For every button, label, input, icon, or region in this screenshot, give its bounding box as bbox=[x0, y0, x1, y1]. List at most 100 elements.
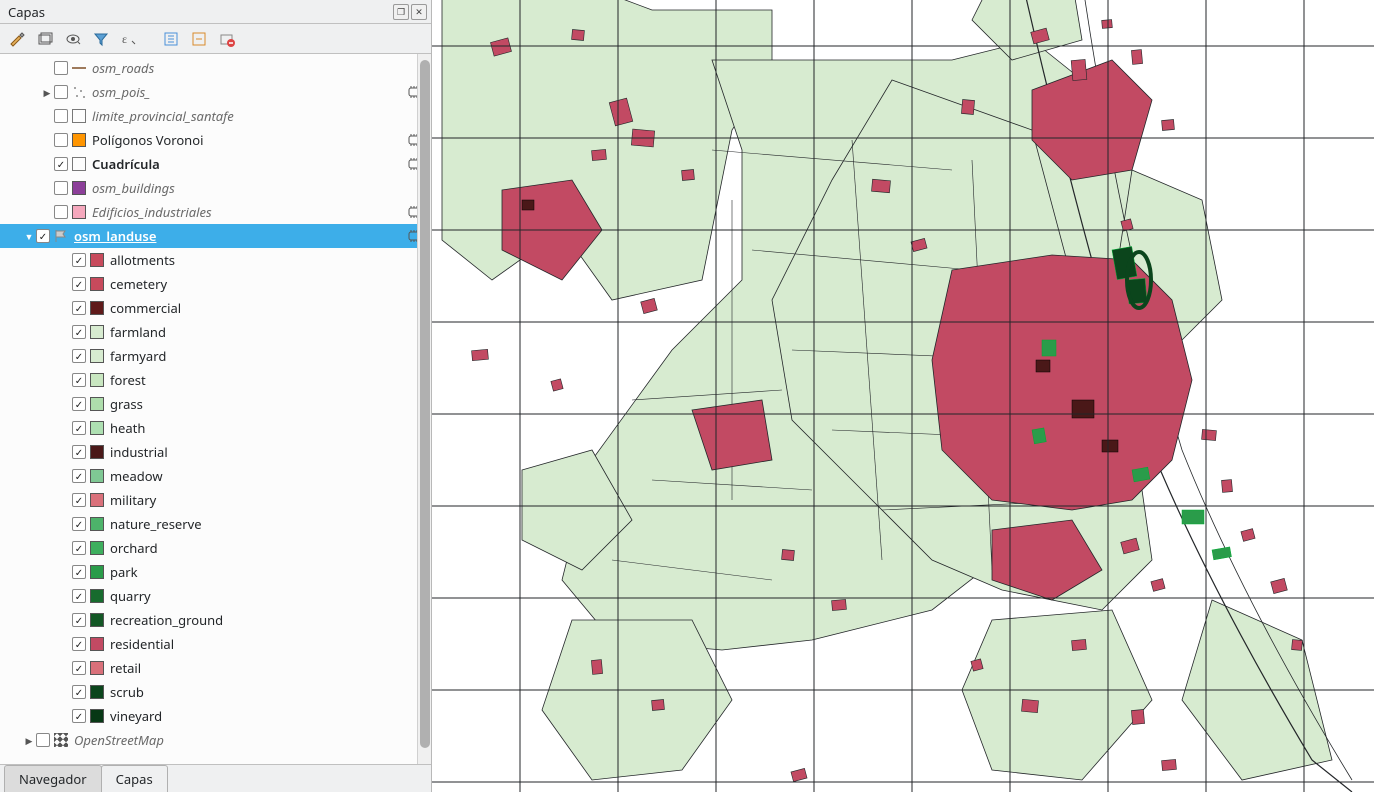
layer-row-farmyard[interactable]: ✓farmyard bbox=[0, 344, 431, 368]
expander-icon[interactable]: ▼ bbox=[22, 230, 36, 243]
layer-row-park[interactable]: ✓ park bbox=[0, 560, 431, 584]
layer-row-osm_landuse[interactable]: ▼✓osm_landuse bbox=[0, 224, 431, 248]
layer-row-cuadricula[interactable]: ✓Cuadrícula bbox=[0, 152, 431, 176]
scrollbar-track[interactable] bbox=[417, 54, 431, 764]
layer-tree-scroll[interactable]: osm_roads▶osm_pois_ limite_provincial_san… bbox=[0, 54, 431, 764]
layer-row-osm_roads[interactable]: osm_roads bbox=[0, 56, 431, 80]
layer-swatch bbox=[90, 685, 104, 699]
layer-swatch bbox=[90, 589, 104, 603]
layer-checkbox[interactable]: ✓ bbox=[72, 589, 86, 603]
filter-button[interactable] bbox=[90, 28, 112, 50]
layer-row-allotments[interactable]: ✓ allotments bbox=[0, 248, 431, 272]
layer-row-nature_reserve[interactable]: ✓nature_reserve bbox=[0, 512, 431, 536]
layer-checkbox[interactable]: ✓ bbox=[54, 157, 68, 171]
tab-layers[interactable]: Capas bbox=[101, 765, 168, 792]
layer-row-orchard[interactable]: ✓orchard bbox=[0, 536, 431, 560]
layer-row-cemetery[interactable]: ✓cemetery bbox=[0, 272, 431, 296]
layer-swatch bbox=[90, 253, 104, 267]
layer-row-openstreetmap[interactable]: ▶ OpenStreetMap bbox=[0, 728, 431, 752]
visibility-button[interactable] bbox=[62, 28, 84, 50]
expander-icon[interactable]: ▶ bbox=[22, 734, 36, 747]
layer-row-limite[interactable]: limite_provincial_santafe bbox=[0, 104, 431, 128]
layer-checkbox[interactable]: ✓ bbox=[72, 301, 86, 315]
layer-swatch bbox=[90, 325, 104, 339]
layer-checkbox[interactable]: ✓ bbox=[72, 517, 86, 531]
undock-icon[interactable]: ❐ bbox=[393, 4, 409, 20]
expand-all-button[interactable] bbox=[160, 28, 182, 50]
layer-checkbox[interactable]: ✓ bbox=[72, 373, 86, 387]
layer-label: allotments bbox=[110, 251, 425, 269]
scrollbar-thumb[interactable] bbox=[420, 60, 430, 748]
layer-label: park bbox=[110, 563, 425, 581]
layer-row-heath[interactable]: ✓ heath bbox=[0, 416, 431, 440]
layer-label: limite_provincial_santafe bbox=[92, 107, 425, 125]
layer-checkbox[interactable] bbox=[36, 733, 50, 747]
layer-row-recreation_ground[interactable]: ✓ recreation_ground bbox=[0, 608, 431, 632]
layers-panel: Capas ❐ ✕ ε osm_roads▶osm_pois_ limite_pr… bbox=[0, 0, 432, 792]
layer-label: OpenStreetMap bbox=[74, 731, 425, 749]
layer-checkbox[interactable]: ✓ bbox=[72, 277, 86, 291]
layer-row-military[interactable]: ✓military bbox=[0, 488, 431, 512]
layer-label: heath bbox=[110, 419, 425, 437]
layer-checkbox[interactable]: ✓ bbox=[72, 469, 86, 483]
layer-row-retail[interactable]: ✓retail bbox=[0, 656, 431, 680]
layer-checkbox[interactable] bbox=[54, 205, 68, 219]
layer-checkbox[interactable]: ✓ bbox=[72, 565, 86, 579]
layer-checkbox[interactable]: ✓ bbox=[72, 709, 86, 723]
layer-checkbox[interactable]: ✓ bbox=[72, 613, 86, 627]
layer-label: Edificios_industriales bbox=[92, 203, 403, 221]
layer-checkbox[interactable]: ✓ bbox=[72, 349, 86, 363]
layer-checkbox[interactable]: ✓ bbox=[72, 685, 86, 699]
layer-row-osm_pois[interactable]: ▶osm_pois_ bbox=[0, 80, 431, 104]
layer-checkbox[interactable]: ✓ bbox=[72, 325, 86, 339]
layer-checkbox[interactable] bbox=[54, 133, 68, 147]
layer-swatch bbox=[72, 181, 86, 195]
close-icon[interactable]: ✕ bbox=[411, 4, 427, 20]
expander-icon[interactable]: ▶ bbox=[40, 86, 54, 99]
expression-button[interactable]: ε bbox=[118, 28, 140, 50]
layer-row-forest[interactable]: ✓forest bbox=[0, 368, 431, 392]
layer-swatch bbox=[54, 229, 68, 243]
layer-checkbox[interactable] bbox=[54, 109, 68, 123]
add-group-button[interactable] bbox=[34, 28, 56, 50]
layer-row-vineyard[interactable]: ✓vineyard bbox=[0, 704, 431, 728]
layer-checkbox[interactable] bbox=[54, 181, 68, 195]
collapse-all-button[interactable] bbox=[188, 28, 210, 50]
layer-checkbox[interactable] bbox=[54, 85, 68, 99]
layer-row-osm_buildings[interactable]: osm_buildings bbox=[0, 176, 431, 200]
layer-checkbox[interactable]: ✓ bbox=[72, 445, 86, 459]
layer-label: recreation_ground bbox=[110, 611, 425, 629]
layer-checkbox[interactable]: ✓ bbox=[36, 229, 50, 243]
remove-layer-button[interactable] bbox=[216, 28, 238, 50]
layer-label: residential bbox=[110, 635, 425, 653]
layer-row-voronoi[interactable]: Polígonos Voronoi bbox=[0, 128, 431, 152]
layer-row-edificios[interactable]: Edificios_industriales bbox=[0, 200, 431, 224]
layer-row-farmland[interactable]: ✓farmland bbox=[0, 320, 431, 344]
layer-row-quarry[interactable]: ✓quarry bbox=[0, 584, 431, 608]
layer-row-commercial[interactable]: ✓commercial bbox=[0, 296, 431, 320]
layer-row-scrub[interactable]: ✓scrub bbox=[0, 680, 431, 704]
layer-swatch bbox=[54, 733, 68, 747]
layer-swatch bbox=[90, 541, 104, 555]
layer-swatch bbox=[90, 517, 104, 531]
layer-row-industrial[interactable]: ✓industrial bbox=[0, 440, 431, 464]
layer-checkbox[interactable]: ✓ bbox=[72, 541, 86, 555]
style-button[interactable] bbox=[6, 28, 28, 50]
layer-row-meadow[interactable]: ✓meadow bbox=[0, 464, 431, 488]
layer-checkbox[interactable] bbox=[54, 61, 68, 75]
layer-row-residential[interactable]: ✓ residential bbox=[0, 632, 431, 656]
layer-checkbox[interactable]: ✓ bbox=[72, 661, 86, 675]
layer-checkbox[interactable]: ✓ bbox=[72, 493, 86, 507]
layer-swatch bbox=[90, 397, 104, 411]
layer-checkbox[interactable]: ✓ bbox=[72, 637, 86, 651]
layer-swatch bbox=[72, 133, 86, 147]
layer-checkbox[interactable]: ✓ bbox=[72, 421, 86, 435]
layer-checkbox[interactable]: ✓ bbox=[72, 253, 86, 267]
map-canvas[interactable] bbox=[432, 0, 1374, 792]
layer-checkbox[interactable]: ✓ bbox=[72, 397, 86, 411]
layer-swatch bbox=[90, 613, 104, 627]
layer-swatch bbox=[90, 709, 104, 723]
tab-browser[interactable]: Navegador bbox=[4, 765, 102, 792]
layer-label: Polígonos Voronoi bbox=[92, 131, 403, 149]
layer-row-grass[interactable]: ✓grass bbox=[0, 392, 431, 416]
